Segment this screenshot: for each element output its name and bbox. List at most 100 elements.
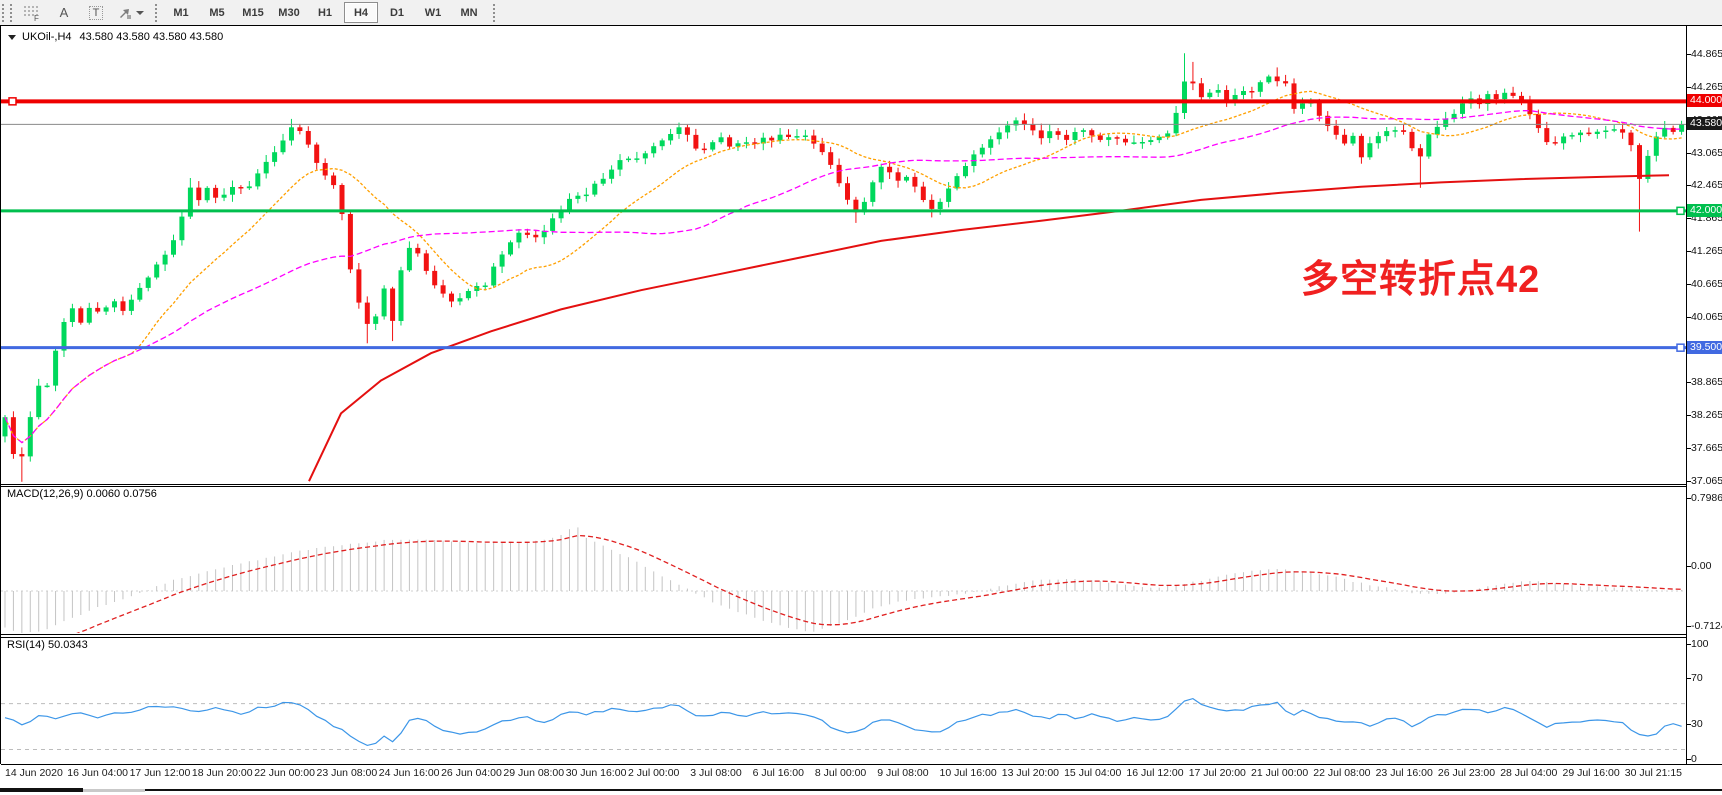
macd-label: MACD(12,26,9) 0.0060 0.0756 — [7, 488, 157, 500]
panel-divider — [1, 486, 1722, 487]
time-axis-label: 29 Jul 16:00 — [1562, 767, 1620, 779]
fibonacci-icon: F — [24, 6, 39, 21]
rsi-label: RSI(14) 50.0343 — [7, 639, 88, 651]
panel-divider[interactable] — [1, 484, 1722, 485]
toolbar-separator-2 — [493, 3, 495, 22]
time-axis-label: 14 Jun 2020 — [5, 767, 63, 779]
rsi-line — [4, 697, 1682, 747]
time-axis-label: 22 Jul 08:00 — [1313, 767, 1371, 779]
symbol-dropdown-icon[interactable] — [8, 34, 16, 40]
time-axis-label: 15 Jul 04:00 — [1064, 767, 1122, 779]
time-axis-label: 18 Jun 20:00 — [191, 767, 253, 779]
rsi-scale-tick: 100 — [1691, 638, 1709, 650]
time-axis-label: 26 Jun 04:00 — [441, 767, 502, 779]
price-tick: 37.065 — [1691, 474, 1722, 487]
fibonacci-tool-button[interactable]: F — [17, 2, 47, 24]
price-panel — [1, 53, 1686, 482]
macd-scale-tick: -0.7124 — [1691, 620, 1722, 632]
price-tick-dash — [1687, 382, 1691, 384]
chart-annotation[interactable]: 多空转折点42 — [1301, 259, 1541, 301]
level-knob[interactable] — [1676, 206, 1685, 216]
price-tick-dash — [1687, 54, 1691, 55]
time-axis-label: 16 Jun 04:00 — [67, 767, 129, 779]
toolbar: F A T M1 M5 M15 M30 H1 H4 D1 W1 MN — [0, 0, 1722, 26]
timeframe-button-M15[interactable]: M15 — [242, 6, 264, 19]
price-tick: 40.665 — [1691, 277, 1722, 290]
price-tick-dash — [1687, 185, 1691, 187]
time-axis-label: 2 Jul 00:00 — [628, 767, 680, 779]
level-line-39.500[interactable] — [1, 343, 1686, 352]
price-tick: 37.665 — [1691, 442, 1722, 455]
macd-histogram — [4, 527, 1683, 633]
rsi-scale-tick-dash — [1687, 724, 1691, 725]
timeframe-button-D1[interactable]: D1 — [389, 6, 405, 19]
time-axis-label: 24 Jun 16:00 — [378, 767, 440, 779]
time-axis-label: 26 Jul 23:00 — [1437, 767, 1496, 779]
price-badge-44.000: 44.000 — [1687, 94, 1722, 108]
scrollbar-track[interactable] — [145, 789, 1722, 791]
price-tick: 38.265 — [1691, 409, 1722, 422]
time-axis-label: 30 Jul 21:15 — [1624, 767, 1683, 779]
macd-scale-tick-dash — [1687, 498, 1691, 499]
ma-mid-line — [4, 110, 1682, 444]
macd-scale-tick: 0.00 — [1691, 560, 1712, 572]
time-axis-label: 23 Jun 08:00 — [316, 767, 378, 779]
price-tick-dash — [1687, 86, 1691, 88]
price-tick-dash — [1687, 448, 1691, 450]
time-axis-label: 8 Jul 00:00 — [814, 767, 867, 779]
letter-a-icon: A — [59, 5, 69, 20]
time-axis-label: 3 Jul 08:00 — [690, 767, 742, 779]
time-axis-label: 29 Jun 08:00 — [503, 767, 565, 779]
rsi-panel — [1, 697, 1686, 750]
level-line-42.000[interactable] — [1, 206, 1686, 216]
panel-divider[interactable] — [1, 634, 1722, 635]
chevron-down-icon — [136, 10, 144, 15]
symbol-quotes: 43.580 43.580 43.580 43.580 — [79, 31, 224, 43]
price-tick-dash — [1687, 415, 1691, 417]
price-tick-dash — [1687, 251, 1691, 253]
time-axis-label: 9 Jul 08:00 — [877, 767, 929, 779]
price-tick: 41.265 — [1691, 245, 1722, 258]
timeframe-button-M1[interactable]: M1 — [173, 6, 189, 19]
time-axis-label: 23 Jul 16:00 — [1375, 767, 1433, 779]
price-tick-dash — [1687, 316, 1691, 318]
timeframe-button-M30[interactable]: M30 — [278, 6, 300, 19]
timeframe-button-H4[interactable]: H4 — [344, 2, 378, 23]
text-t-icon: T — [88, 5, 104, 20]
current-price-badge: 43.580 — [1687, 117, 1722, 131]
price-badge-39.500: 39.500 — [1687, 340, 1722, 354]
toolbar-drag-handle[interactable] — [2, 3, 12, 22]
panel-divider — [1, 637, 1722, 638]
timeframe-button-H1[interactable]: H1 — [317, 6, 333, 19]
horizontal-scrollbar — [0, 787, 1722, 795]
time-axis-label: 10 Jul 16:00 — [939, 767, 997, 779]
time-axis-label: 17 Jun 12:00 — [129, 767, 191, 779]
timeframe-button-W1[interactable]: W1 — [424, 6, 442, 19]
price-tick: 38.865 — [1691, 376, 1722, 389]
text-tool-button[interactable]: T — [81, 2, 111, 24]
level-line-44.000[interactable] — [1, 97, 1686, 106]
level-knob[interactable] — [8, 97, 17, 106]
price-tick: 44.865 — [1691, 48, 1722, 60]
price-scale[interactable]: 44.86544.26543.66543.06542.46541.86541.2… — [1687, 26, 1722, 765]
timeframe-button-M5[interactable]: M5 — [209, 6, 225, 19]
price-tick-dash — [1687, 283, 1691, 285]
macd-scale-tick-dash — [1687, 626, 1691, 627]
time-axis-label: 13 Jul 20:00 — [1001, 767, 1060, 779]
price-tick: 43.065 — [1691, 146, 1722, 159]
price-tick: 42.465 — [1691, 179, 1722, 192]
price-tick-dash — [1687, 152, 1691, 154]
level-knob[interactable] — [1676, 343, 1685, 352]
scrollbar-thumb[interactable] — [0, 788, 83, 792]
arrows-icon — [120, 8, 131, 19]
macd-signal-line — [76, 534, 1682, 633]
timeframe-group: M1 M5 M15 M30 H1 H4 D1 W1 MN — [163, 2, 487, 23]
chart-bottom-border — [1, 764, 1722, 765]
arrows-tool-button[interactable] — [113, 2, 148, 24]
macd-scale-tick-dash — [1687, 566, 1691, 567]
text-label-tool-button[interactable]: A — [49, 2, 79, 24]
time-axis[interactable]: 14 Jun 2020 16 Jun 04:00 17 Jun 12:00 18 Ju… — [0, 764, 1722, 784]
timeframe-button-MN[interactable]: MN — [460, 6, 478, 19]
price-tick: 40.065 — [1691, 310, 1722, 323]
